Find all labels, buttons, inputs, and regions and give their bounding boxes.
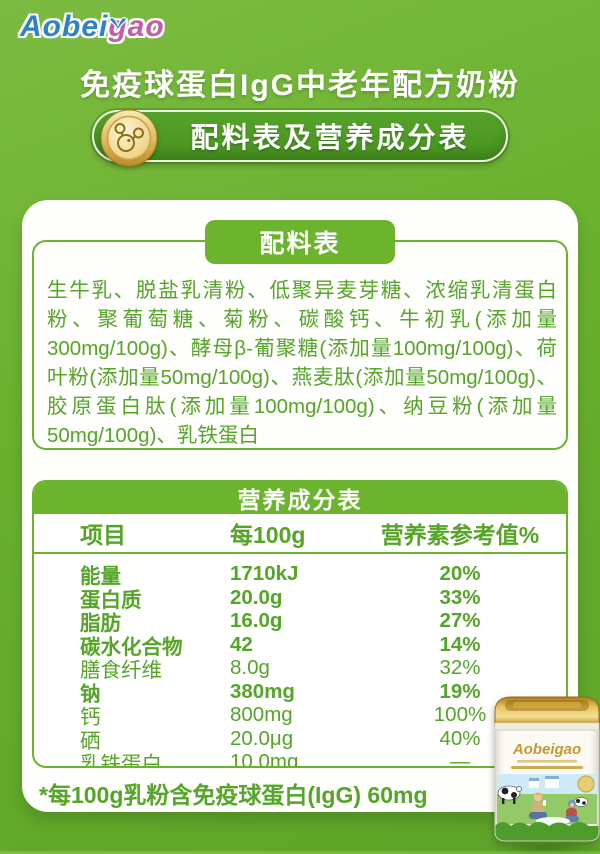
row-item-name: 碳水化合物 [80,635,183,659]
row-nrv-value: — [449,750,471,768]
nutrition-column-headers: 项目 每100g 营养素参考值% [34,514,566,554]
ingredients-text: 生牛乳、脱盐乳清粉、低聚异麦芽糖、浓缩乳清蛋白粉、聚葡萄糖、菊粉、碳酸钙、牛初乳… [47,279,557,447]
can-reflection [490,842,600,854]
row-per100g-value: 10.0mg [230,750,299,768]
product-can-image: Aobeigao [489,694,600,844]
column-header-per100g: 每100g [230,522,306,548]
row-nrv-value: 32% [439,656,481,679]
ingredients-header: 配料表 [205,220,395,264]
brand-logo: Aobeigao [20,10,165,44]
row-per100g-value: 8.0g [230,656,270,679]
row-nrv-value: 20% [439,562,481,585]
column-header-nrv: 营养素参考值% [380,522,540,548]
row-nrv-value: 40% [439,726,481,750]
row-per100g-value: 800mg [230,703,293,726]
ingredients-box: 配料表 生牛乳、脱盐乳清粉、低聚异麦芽糖、浓缩乳清蛋白粉、聚葡萄糖、菊粉、碳酸钙… [32,220,568,450]
row-item-name: 膳食纤维 [80,659,162,682]
row-item-name: 硒 [80,729,101,753]
table-row: 硒 20.0μg 40% [34,724,566,753]
row-nrv-value: 14% [439,632,481,656]
row-per100g-value: 16.0g [230,609,283,632]
row-item-name: 钙 [80,706,101,729]
row-nrv-value: 33% [439,585,481,609]
man-figure [529,792,547,819]
cow-icon [497,785,522,804]
row-nrv-value: 27% [439,609,481,632]
column-header-item: 项目 [80,522,126,548]
section-badge: 配料表及营养成分表 [92,109,508,167]
row-item-name: 乳铁蛋白 [80,753,162,768]
row-item-name: 蛋白质 [80,588,142,612]
table-row: 钠 380mg 19% [34,677,566,706]
nutrition-header: 营养成分表 [34,482,566,514]
row-nrv-value: 19% [439,679,481,703]
table-row: 碳水化合物 42 14% [34,630,566,659]
content-card: 配料表 生牛乳、脱盐乳清粉、低聚异麦芽糖、浓缩乳清蛋白粉、聚葡萄糖、菊粉、碳酸钙… [22,200,578,812]
row-nrv-value: 100% [433,703,487,726]
row-item-name: 脂肪 [80,612,121,635]
row-per100g-value: 1710kJ [230,562,299,585]
table-row: 能量 1710kJ 20% [34,559,566,588]
table-row: 乳铁蛋白 10.0mg — [34,747,566,768]
table-row: 脂肪 16.0g 27% [34,606,566,635]
table-row: 蛋白质 20.0g 33% [34,583,566,612]
can-brand-text: Aobeigao [512,741,581,758]
row-per100g-value: 42 [230,632,253,656]
row-per100g-value: 20.0g [230,585,283,609]
table-row: 膳食纤维 8.0g 32% [34,653,566,682]
brand-logo-part1: Aobei [20,10,109,43]
section-badge-label: 配料表及营养成分表 [190,122,470,153]
cow-icon-small [573,797,589,807]
table-row: 钙 800mg 100% [34,700,566,729]
row-item-name: 钠 [80,682,101,706]
butterfly-icon [108,6,128,40]
page-title: 免疫球蛋白IgG中老年配方奶粉 [80,69,520,102]
row-item-name: 能量 [80,565,121,588]
molecule-coin-icon [99,108,159,168]
row-per100g-value: 20.0μg [230,726,294,750]
row-per100g-value: 380mg [230,679,295,703]
igg-footnote: *每100g乳粉含免疫球蛋白(IgG) 60mg [39,782,428,808]
nutrition-box: 营养成分表 项目 每100g 营养素参考值% 能量 1710kJ 20% 蛋白质… [32,480,568,768]
nutrition-rows: 能量 1710kJ 20% 蛋白质 20.0g 33% 脂肪 16.0g 27%… [34,554,566,768]
